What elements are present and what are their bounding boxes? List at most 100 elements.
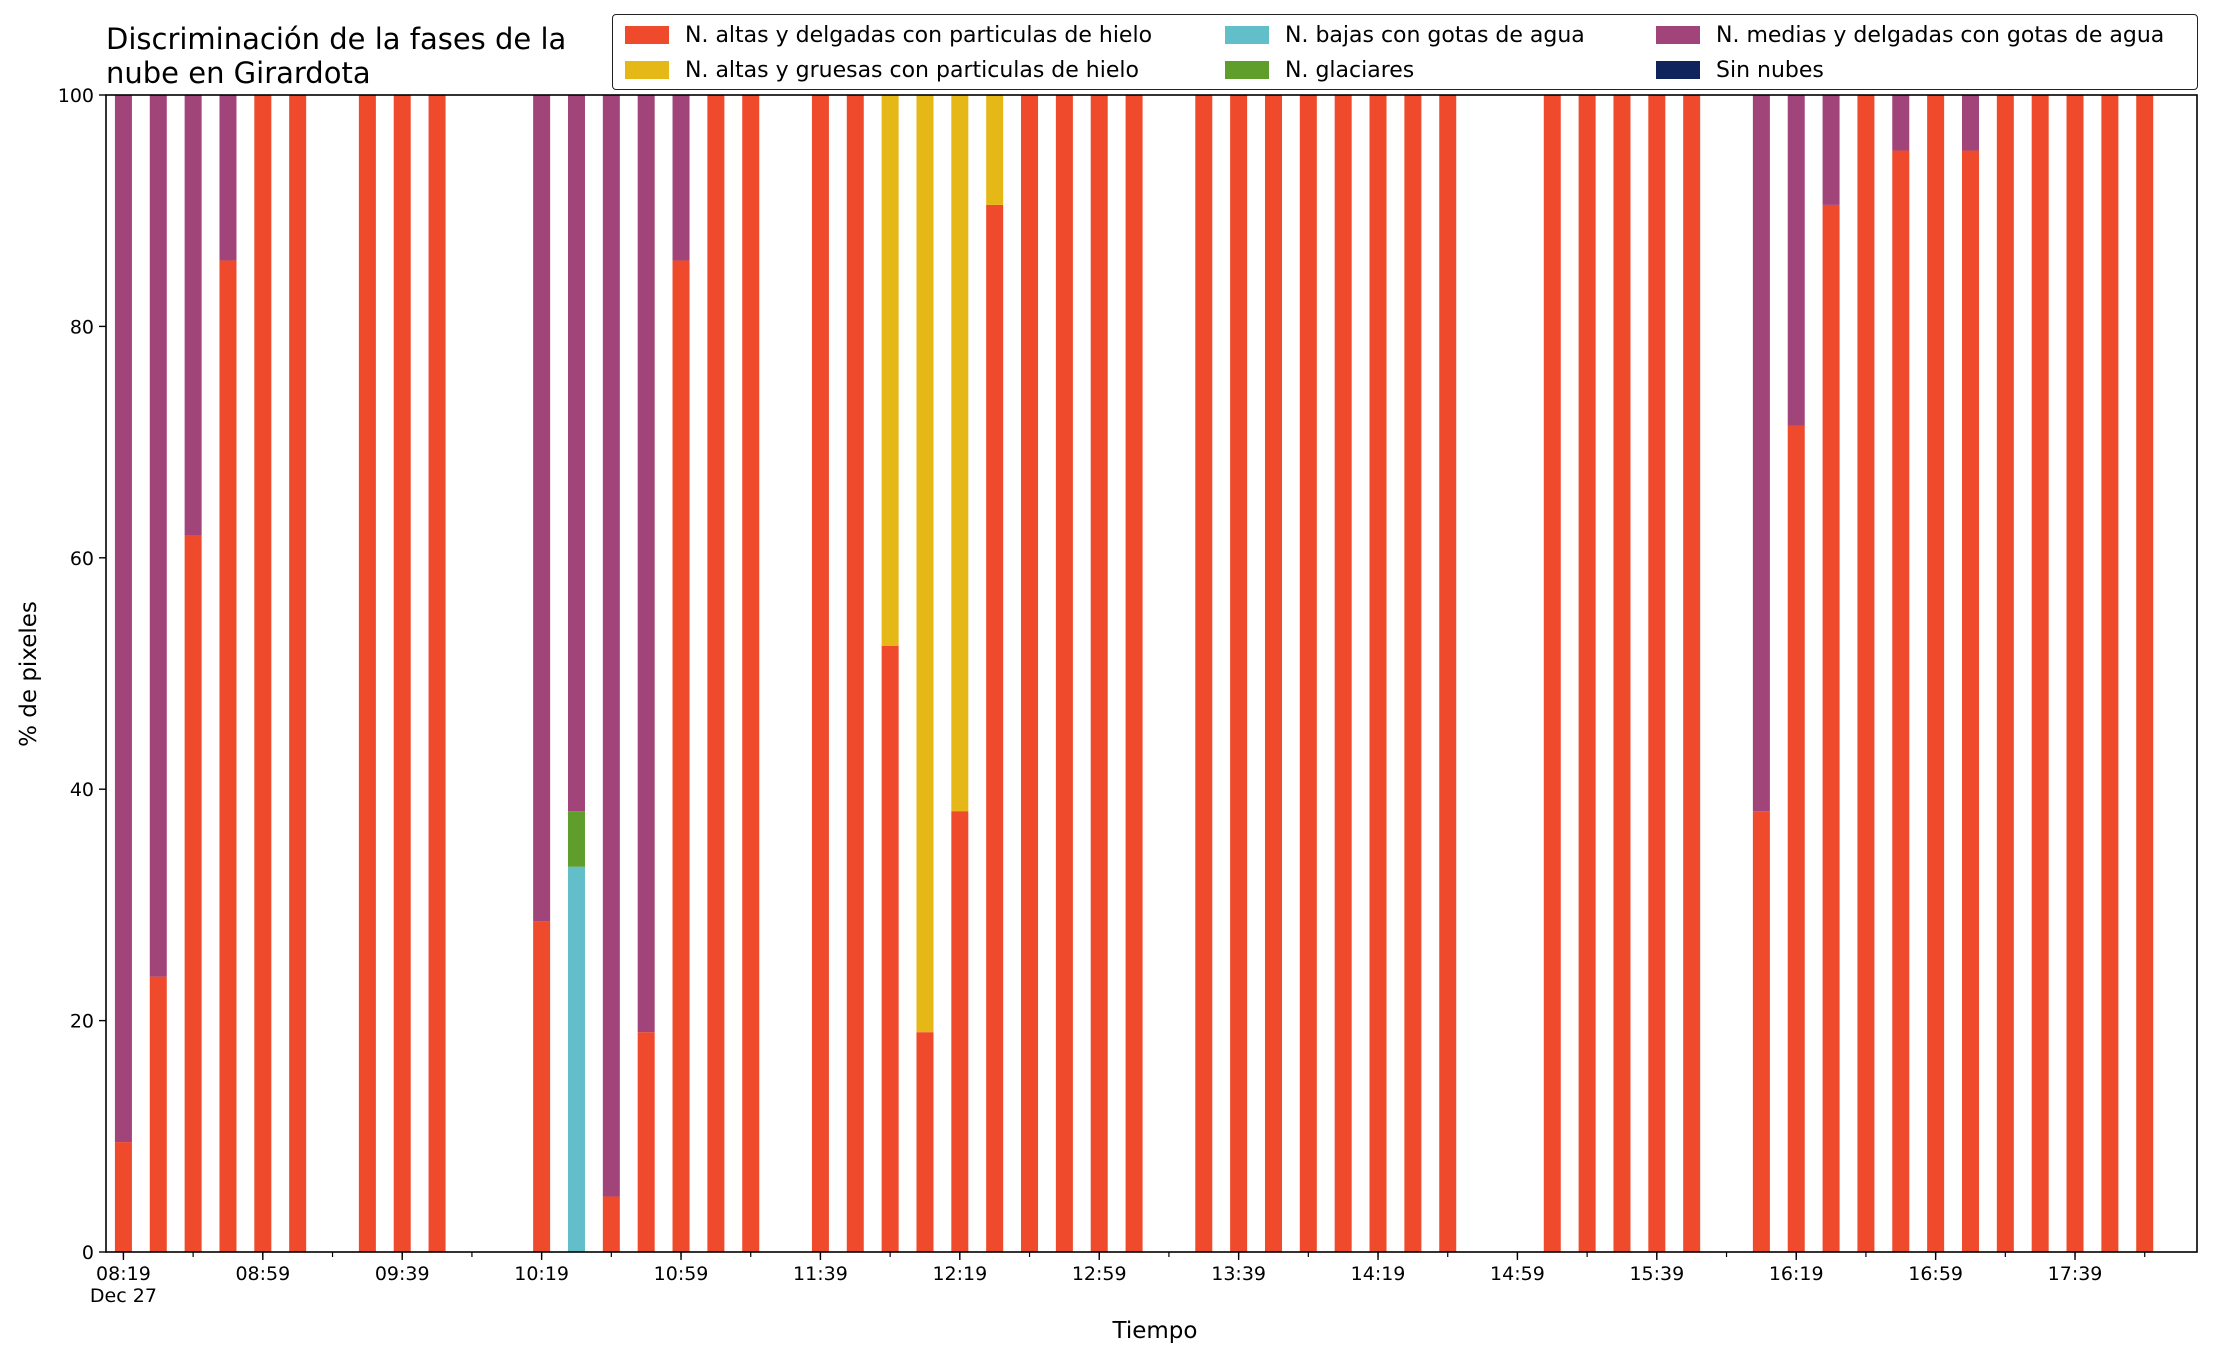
bar-segment bbox=[1439, 95, 1457, 1252]
bar-segment bbox=[567, 95, 585, 812]
bar-segment bbox=[1021, 95, 1039, 1252]
bar-segment bbox=[1578, 95, 1596, 1252]
bar-segment bbox=[1822, 204, 1840, 1252]
bar-segment bbox=[1230, 95, 1248, 1252]
plot-frame bbox=[105, 94, 2198, 1253]
bar-segment bbox=[1090, 95, 1108, 1252]
legend-label: N. bajas con gotas de agua bbox=[1285, 22, 1585, 48]
bar-segment bbox=[986, 95, 1004, 205]
y-tick-label: 80 bbox=[70, 316, 94, 338]
bar-segment bbox=[1822, 95, 1840, 205]
bar-segment bbox=[219, 95, 237, 261]
bar-segment bbox=[219, 260, 237, 1252]
bar-segment bbox=[533, 921, 551, 1252]
x-tick-label: 12:19 bbox=[932, 1263, 987, 1285]
x-tick-label: 13:39 bbox=[1211, 1263, 1266, 1285]
bar-segment bbox=[114, 95, 132, 1143]
y-tick-label: 100 bbox=[58, 85, 94, 107]
x-tick-label: 08:19 bbox=[96, 1263, 151, 1285]
bar-segment bbox=[1787, 425, 1805, 1252]
bar-segment bbox=[184, 535, 202, 1252]
x-tick-label: 14:19 bbox=[1351, 1263, 1406, 1285]
bar-segment bbox=[1961, 95, 1979, 151]
chart-legend: N. altas y delgadas con particulas de hi… bbox=[612, 14, 2198, 90]
bar-segment bbox=[533, 95, 551, 922]
bar-segment bbox=[602, 1196, 620, 1252]
x-tick-label: 10:59 bbox=[654, 1263, 709, 1285]
legend-item-altas-gruesas: N. altas y gruesas con particulas de hie… bbox=[625, 57, 1139, 83]
bar-segment bbox=[742, 95, 760, 1252]
bar-segment bbox=[254, 95, 272, 1252]
x-date-label: Dec 27 bbox=[90, 1285, 157, 1307]
bar-segment bbox=[2031, 95, 2049, 1252]
x-tick-label: 17:39 bbox=[2048, 1263, 2103, 1285]
x-tick-label: 14:59 bbox=[1490, 1263, 1545, 1285]
bar-segment bbox=[2066, 95, 2084, 1252]
bars-group bbox=[114, 95, 2154, 1252]
bar-segment bbox=[1683, 95, 1701, 1252]
bar-segment bbox=[637, 95, 655, 1033]
legend-label: Sin nubes bbox=[1716, 57, 1824, 83]
bar-segment bbox=[1857, 95, 1875, 1252]
y-tick-label: 60 bbox=[70, 548, 94, 570]
bar-segment bbox=[1264, 95, 1282, 1252]
bar-segment bbox=[567, 866, 585, 1252]
legend-item-glaciares: N. glaciares bbox=[1225, 57, 1414, 83]
legend-label: N. altas y gruesas con particulas de hie… bbox=[685, 57, 1139, 83]
y-tick-label: 0 bbox=[82, 1242, 94, 1264]
bar-segment bbox=[1195, 95, 1213, 1252]
bar-segment bbox=[428, 95, 446, 1252]
bar-segment bbox=[1334, 95, 1352, 1252]
bar-segment bbox=[567, 811, 585, 867]
legend-label: N. medias y delgadas con gotas de agua bbox=[1716, 22, 2165, 48]
x-tick-label: 09:39 bbox=[375, 1263, 430, 1285]
x-tick-label: 16:19 bbox=[1769, 1263, 1824, 1285]
bar-segment bbox=[1125, 95, 1143, 1252]
bar-segment bbox=[881, 95, 899, 646]
legend-swatch bbox=[1225, 61, 1269, 79]
bar-segment bbox=[289, 95, 307, 1252]
bar-segment bbox=[1404, 95, 1422, 1252]
y-tick-label: 40 bbox=[70, 779, 94, 801]
bar-segment bbox=[916, 1032, 934, 1252]
bar-segment bbox=[1996, 95, 2014, 1252]
x-tick-label: 10:19 bbox=[514, 1263, 569, 1285]
bar-segment bbox=[149, 976, 167, 1252]
x-tick-label: 15:39 bbox=[1629, 1263, 1684, 1285]
bar-segment bbox=[1752, 811, 1770, 1252]
bar-segment bbox=[811, 95, 829, 1252]
bar-segment bbox=[1648, 95, 1666, 1252]
legend-item-altas-delgadas: N. altas y delgadas con particulas de hi… bbox=[625, 22, 1152, 48]
x-axis-label: Tiempo bbox=[1112, 1318, 1198, 1344]
chart-title: Discriminación de la fases de la nube en… bbox=[106, 22, 567, 90]
bar-segment bbox=[881, 645, 899, 1252]
bar-segment bbox=[184, 95, 202, 536]
bar-segment bbox=[114, 1142, 132, 1252]
bar-segment bbox=[637, 1032, 655, 1252]
x-tick-label: 16:59 bbox=[1908, 1263, 1963, 1285]
bar-segment bbox=[1299, 95, 1317, 1252]
bar-segment bbox=[358, 95, 376, 1252]
legend-swatch bbox=[625, 26, 669, 44]
legend-item-sin-nubes: Sin nubes bbox=[1656, 57, 1824, 83]
bar-segment bbox=[1787, 95, 1805, 426]
bar-segment bbox=[916, 95, 934, 1033]
bar-segment bbox=[1369, 95, 1387, 1252]
bar-segment bbox=[2136, 95, 2154, 1252]
bar-segment bbox=[1752, 95, 1770, 812]
legend-label: N. altas y delgadas con particulas de hi… bbox=[685, 22, 1153, 48]
bar-segment bbox=[2101, 95, 2119, 1252]
bar-segment bbox=[393, 95, 411, 1252]
bar-segment bbox=[846, 95, 864, 1252]
bar-segment bbox=[1892, 150, 1910, 1252]
bar-segment bbox=[1613, 95, 1631, 1252]
bar-segment bbox=[602, 95, 620, 1197]
bar-segment bbox=[1543, 95, 1561, 1252]
legend-label: N. glaciares bbox=[1285, 57, 1415, 83]
legend-item-bajas: N. bajas con gotas de agua bbox=[1225, 22, 1585, 48]
x-tick-label: 11:39 bbox=[793, 1263, 848, 1285]
bar-segment bbox=[1055, 95, 1073, 1252]
y-tick-label: 20 bbox=[70, 1011, 94, 1033]
